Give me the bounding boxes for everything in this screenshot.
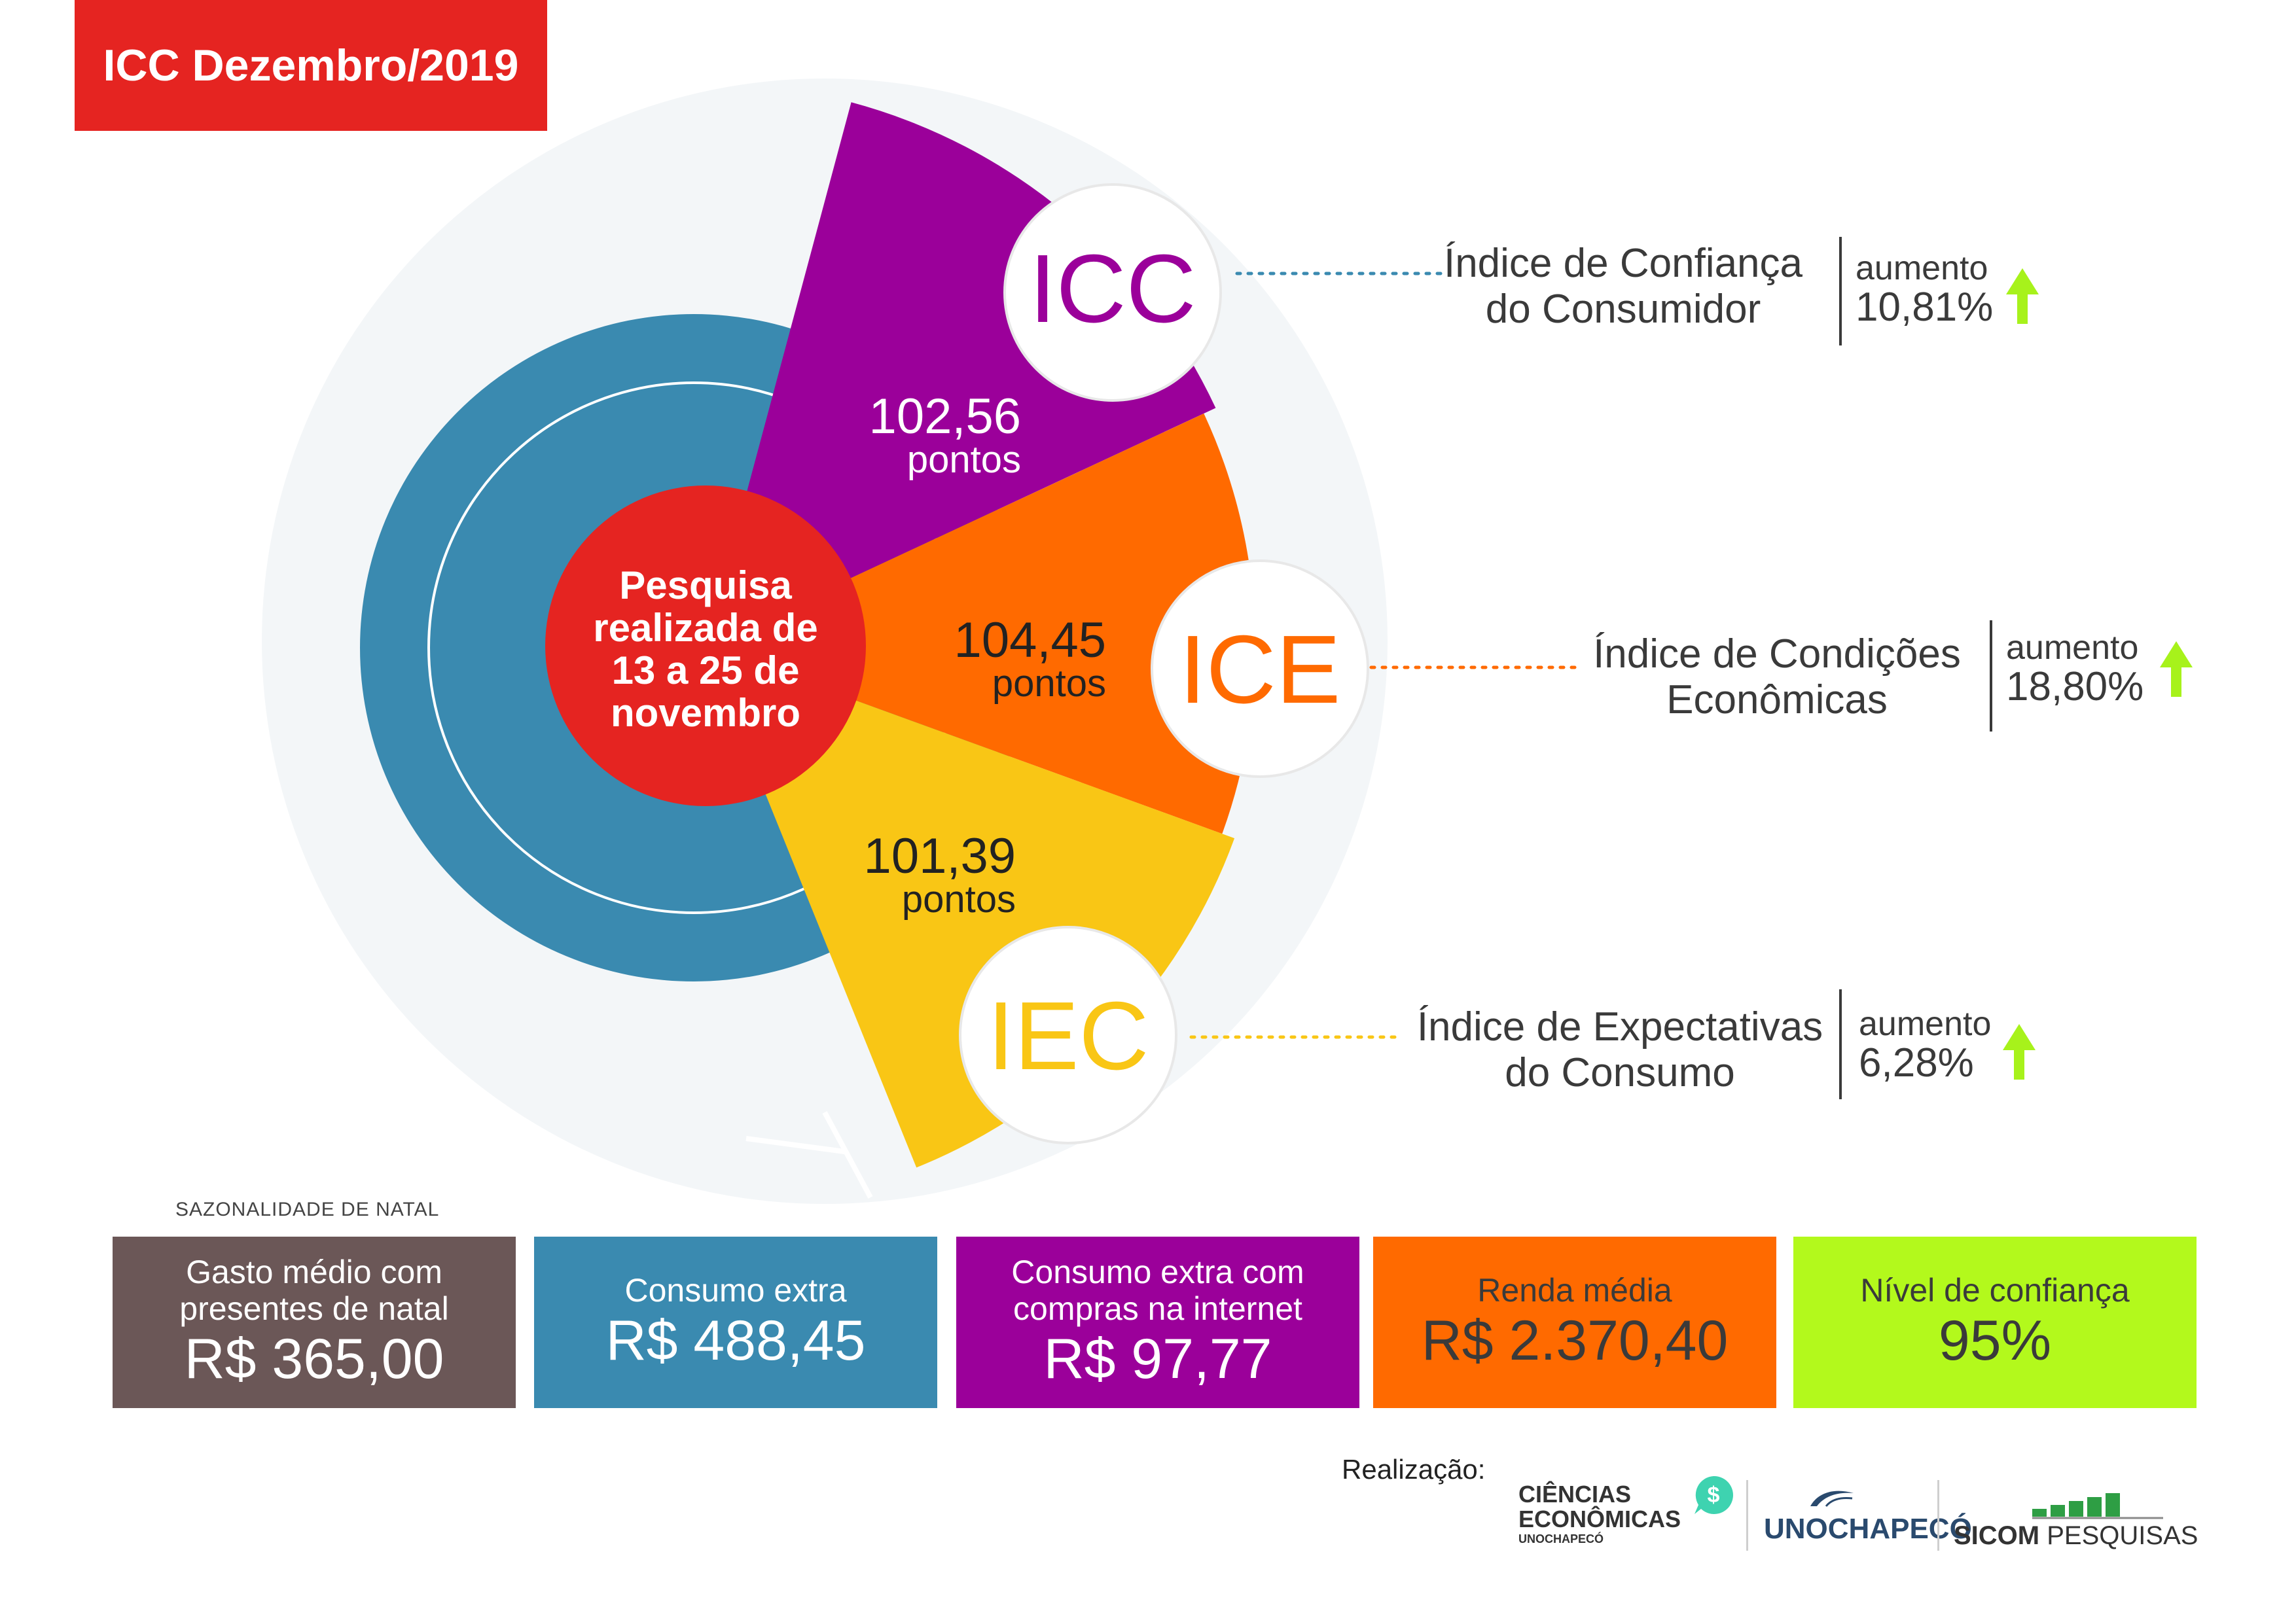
- box-label: presentes de natal: [179, 1290, 449, 1327]
- page-title: ICC Dezembro/2019: [75, 0, 547, 131]
- gift-spending-box: Gasto médio com presentes de natal R$ 36…: [113, 1237, 516, 1408]
- iec-unit: pontos: [902, 878, 1016, 921]
- unochapeco-logo: UNOCHAPECÓ: [1764, 1513, 1972, 1545]
- icc-separator: [1839, 237, 1842, 345]
- iec-change-pct: 6,28%: [1859, 1040, 1974, 1086]
- background-line: [745, 1136, 845, 1154]
- iec-change: aumento 6,28%: [1859, 1004, 1992, 1086]
- ice-description: Índice de Condições Econômicas: [1568, 631, 1986, 723]
- logo-line: UNOCHAPECÓ: [1518, 1532, 1604, 1545]
- dollar-bubble-icon: $: [1695, 1475, 1733, 1514]
- iec-code: IEC: [988, 982, 1149, 1090]
- box-value: R$ 97,77: [1043, 1328, 1272, 1390]
- swoosh-icon: [1810, 1491, 1854, 1508]
- ice-unit: pontos: [992, 662, 1106, 705]
- box-label: Consumo extra: [624, 1272, 847, 1309]
- icc-description-line: do Consumidor: [1485, 287, 1761, 332]
- iec-value: 101,39: [864, 828, 1016, 884]
- ice-sector: [706, 414, 1255, 834]
- center-line: novembro: [611, 691, 800, 735]
- logo-divider: [1746, 1480, 1748, 1551]
- box-label: Consumo extra com: [1011, 1254, 1304, 1290]
- icc-description: Índice de Confiança do Consumidor: [1417, 241, 1829, 332]
- bar-chart-icon: [2032, 1493, 2163, 1519]
- box-value: 95%: [1938, 1309, 2052, 1372]
- center-line: realizada de: [593, 606, 818, 650]
- icc-change-label: aumento: [1856, 249, 1988, 287]
- sicom-logo: SICOM PESQUISAS: [1954, 1521, 2198, 1551]
- icc-code: ICC: [1030, 235, 1196, 343]
- confidence-level-box: Nível de confiança 95%: [1793, 1237, 2197, 1408]
- center-line: Pesquisa: [619, 563, 792, 607]
- box-label: compras na internet: [1013, 1290, 1302, 1327]
- box-label: Nível de confiança: [1860, 1272, 2130, 1309]
- iec-description-line: do Consumo: [1505, 1050, 1735, 1095]
- ice-change: aumento 18,80%: [2006, 628, 2144, 707]
- icc-change-pct: 10,81%: [1856, 285, 1994, 330]
- ice-change-label: aumento: [2006, 629, 2139, 667]
- iec-up-arrow-icon: [2003, 1024, 2036, 1080]
- center-circle: [545, 485, 866, 806]
- box-value: R$ 365,00: [184, 1328, 444, 1390]
- internet-consumption-box: Consumo extra com compras na internet R$…: [956, 1237, 1359, 1408]
- box-value: R$ 2.370,40: [1421, 1309, 1729, 1372]
- logo-line: ECONÔMICAS: [1518, 1506, 1681, 1532]
- iec-separator: [1839, 989, 1842, 1099]
- credit-label: Realização:: [1342, 1454, 1486, 1485]
- iec-code-circle: [959, 926, 1177, 1144]
- ice-value: 104,45: [954, 612, 1106, 668]
- icc-code-circle: [1003, 183, 1222, 402]
- logo-line: CIÊNCIAS: [1518, 1481, 1632, 1508]
- box-label: Renda média: [1477, 1272, 1672, 1309]
- seasonality-label: SAZONALIDADE DE NATAL: [175, 1199, 440, 1220]
- ice-change-pct: 18,80%: [2006, 664, 2144, 709]
- ice-code-circle: [1151, 559, 1369, 778]
- box-label: Gasto médio com: [186, 1254, 442, 1290]
- iec-change-label: aumento: [1859, 1005, 1992, 1043]
- box-value: R$ 488,45: [605, 1309, 866, 1372]
- icc-unit: pontos: [907, 438, 1021, 481]
- logo-divider: [1937, 1480, 1939, 1551]
- sicom-logo-light: PESQUISAS: [2047, 1521, 2198, 1550]
- icc-up-arrow-icon: [2006, 268, 2039, 324]
- ice-up-arrow-icon: [2160, 641, 2193, 697]
- ciencias-economicas-logo: CIÊNCIAS ECONÔMICAS UNOCHAPECÓ: [1518, 1482, 1715, 1546]
- ice-separator: [1990, 620, 1992, 732]
- ice-code: ICE: [1179, 616, 1341, 724]
- iec-description-line: Índice de Expectativas: [1416, 1004, 1823, 1050]
- iec-description: Índice de Expectativas do Consumo: [1401, 1004, 1839, 1096]
- background-line: [822, 1111, 873, 1199]
- extra-consumption-box: Consumo extra R$ 488,45: [534, 1237, 937, 1408]
- svg-text:$: $: [1708, 1483, 1720, 1508]
- icc-change: aumento 10,81%: [1856, 249, 1994, 330]
- ice-description-line: Econômicas: [1666, 677, 1888, 722]
- icc-description-line: Índice de Confiança: [1443, 241, 1803, 286]
- icc-value: 102,56: [869, 389, 1021, 444]
- sicom-logo-bold: SICOM: [1954, 1521, 2040, 1550]
- average-income-box: Renda média R$ 2.370,40: [1373, 1237, 1776, 1408]
- center-line: 13 a 25 de: [612, 648, 800, 692]
- ice-description-line: Índice de Condições: [1593, 631, 1961, 677]
